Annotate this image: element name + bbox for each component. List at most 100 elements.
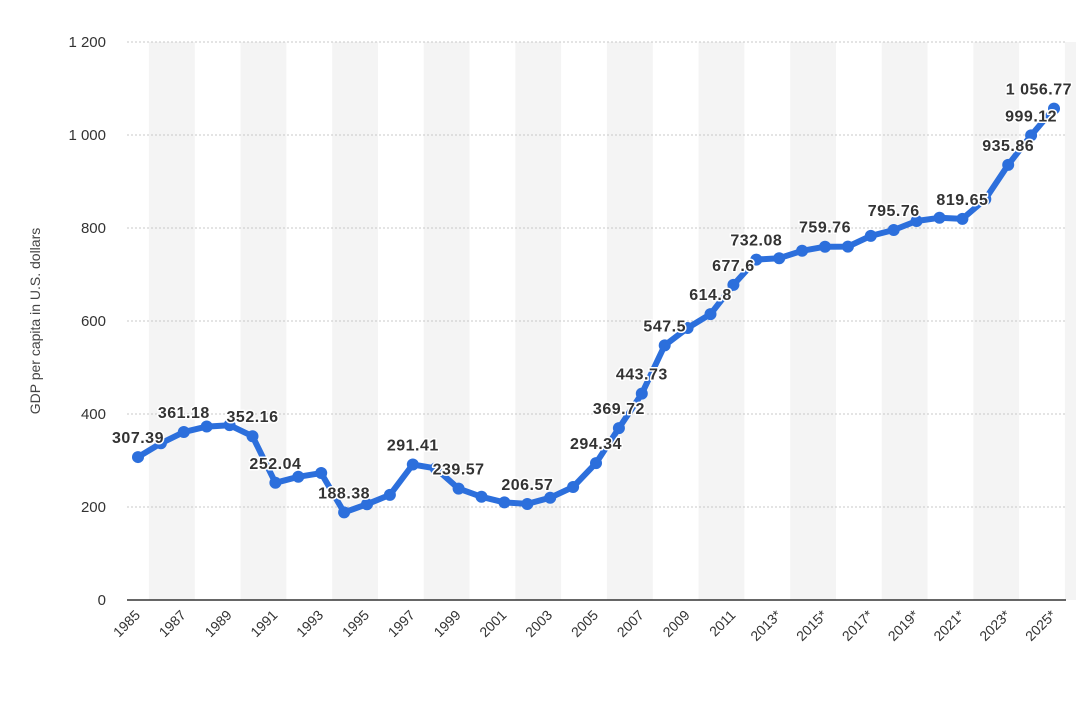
series-points — [132, 102, 1060, 519]
x-tick-label: 2015* — [793, 606, 831, 644]
x-tick-label: 2003 — [522, 607, 555, 640]
x-tick-label: 2011 — [706, 607, 739, 640]
x-tick-label: 2005 — [568, 607, 601, 640]
data-point[interactable] — [269, 476, 282, 489]
data-point[interactable] — [887, 223, 900, 236]
data-point[interactable] — [177, 426, 190, 439]
data-point[interactable] — [132, 451, 144, 464]
data-label: 732.08 — [730, 233, 782, 250]
y-axis-title: GDP per capita in U.S. dollars — [27, 228, 43, 415]
column-band — [515, 42, 562, 600]
data-point[interactable] — [819, 240, 831, 253]
data-point[interactable] — [956, 212, 969, 225]
data-label: 1 056.77 — [1006, 82, 1072, 99]
data-label: 294.34 — [570, 436, 622, 453]
data-point[interactable] — [154, 437, 167, 450]
data-point[interactable] — [315, 467, 328, 480]
data-label: 819.65 — [936, 192, 988, 209]
data-point[interactable] — [658, 339, 671, 352]
data-point[interactable] — [1002, 158, 1015, 171]
data-label: 369.72 — [593, 401, 645, 418]
data-label: 999.12 — [1005, 108, 1057, 125]
column-band — [1064, 42, 1076, 600]
y-tick-label: 600 — [81, 313, 106, 330]
data-point[interactable] — [933, 211, 946, 224]
data-point[interactable] — [567, 481, 580, 494]
x-tick-label: 2001 — [476, 607, 509, 640]
data-point[interactable] — [246, 430, 259, 443]
data-point[interactable] — [452, 482, 465, 495]
data-point[interactable] — [292, 470, 305, 483]
data-point[interactable] — [544, 491, 557, 504]
data-point[interactable] — [864, 229, 877, 242]
data-point[interactable] — [590, 457, 602, 470]
x-tick-label: 1991 — [247, 607, 280, 640]
y-axis-ticks: 0 200 400 600 800 1 000 1 200 — [68, 34, 106, 609]
x-tick-label: 2009 — [659, 607, 692, 640]
x-tick-label: 2007 — [614, 607, 647, 640]
data-point[interactable] — [223, 419, 236, 432]
data-point[interactable] — [1048, 102, 1060, 115]
x-axis-ticks: 1985 1987 1989 1991 1993 1995 1997 1999 2001 2003… — [110, 606, 1060, 644]
column-band — [423, 42, 470, 600]
data-label: 291.41 — [387, 437, 439, 454]
x-tick-label: 2017* — [839, 606, 877, 644]
x-tick-label: 2025* — [1022, 606, 1060, 644]
data-point[interactable] — [1025, 129, 1038, 142]
data-label: 759.76 — [799, 220, 851, 237]
data-point[interactable] — [475, 490, 488, 503]
data-point[interactable] — [681, 321, 694, 334]
alternating-column-bands — [148, 42, 1076, 600]
data-point[interactable] — [841, 240, 854, 253]
y-tick-label: 800 — [81, 220, 106, 237]
data-point[interactable] — [727, 278, 740, 291]
data-point[interactable] — [383, 488, 396, 501]
column-band — [698, 42, 745, 600]
x-tick-label: 2021* — [930, 606, 968, 644]
data-label: 252.04 — [249, 456, 301, 473]
data-label: 239.57 — [433, 462, 485, 479]
x-tick-label: 2013* — [747, 606, 785, 644]
data-label: 188.38 — [318, 485, 370, 502]
data-point[interactable] — [796, 244, 809, 257]
data-label: 935.86 — [982, 138, 1034, 155]
y-tick-label: 0 — [98, 592, 106, 609]
data-point[interactable] — [910, 215, 923, 228]
x-tick-label: 1997 — [385, 607, 418, 640]
x-tick-label: 1989 — [201, 607, 234, 640]
x-tick-label: 1985 — [110, 607, 143, 640]
x-tick-label: 1993 — [293, 607, 326, 640]
data-label: 206.57 — [501, 477, 553, 494]
data-point[interactable] — [750, 253, 763, 266]
data-point[interactable] — [612, 422, 625, 435]
x-tick-label: 2019* — [885, 606, 923, 644]
data-label: 677.6 — [712, 258, 755, 275]
data-labels: 307.39 361.18 352.16 252.04 188.38 291.41 239.… — [111, 80, 1073, 504]
data-point[interactable] — [406, 458, 419, 471]
x-tick-label: 1987 — [156, 607, 189, 640]
data-point[interactable] — [361, 498, 373, 511]
data-label: 361.18 — [158, 405, 210, 422]
x-tick-label: 1995 — [339, 607, 372, 640]
y-tick-label: 200 — [81, 499, 106, 516]
data-label: 795.76 — [868, 203, 920, 220]
data-point[interactable] — [429, 462, 442, 475]
data-point[interactable] — [979, 193, 992, 206]
data-point[interactable] — [704, 308, 717, 321]
data-label: 614.8 — [689, 287, 732, 304]
data-point[interactable] — [773, 252, 786, 265]
y-tick-label: 1 200 — [68, 34, 106, 51]
data-label: 307.39 — [112, 430, 164, 447]
x-tick-label: 2023* — [976, 606, 1014, 644]
gridlines — [127, 41, 1066, 508]
x-tick-label: 1999 — [430, 607, 463, 640]
column-band — [606, 42, 653, 600]
data-point[interactable] — [498, 496, 511, 509]
data-point[interactable] — [338, 506, 351, 519]
data-point[interactable] — [521, 497, 534, 510]
y-tick-label: 400 — [81, 406, 106, 423]
data-point[interactable] — [200, 420, 213, 433]
y-tick-label: 1 000 — [68, 127, 106, 144]
data-point[interactable] — [635, 387, 648, 400]
